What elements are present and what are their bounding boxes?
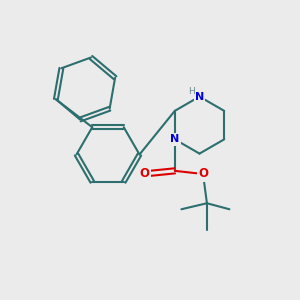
Text: H: H: [188, 87, 194, 96]
Text: N: N: [195, 92, 204, 102]
Text: O: O: [198, 167, 208, 180]
Text: O: O: [140, 167, 150, 180]
Text: N: N: [170, 134, 179, 144]
